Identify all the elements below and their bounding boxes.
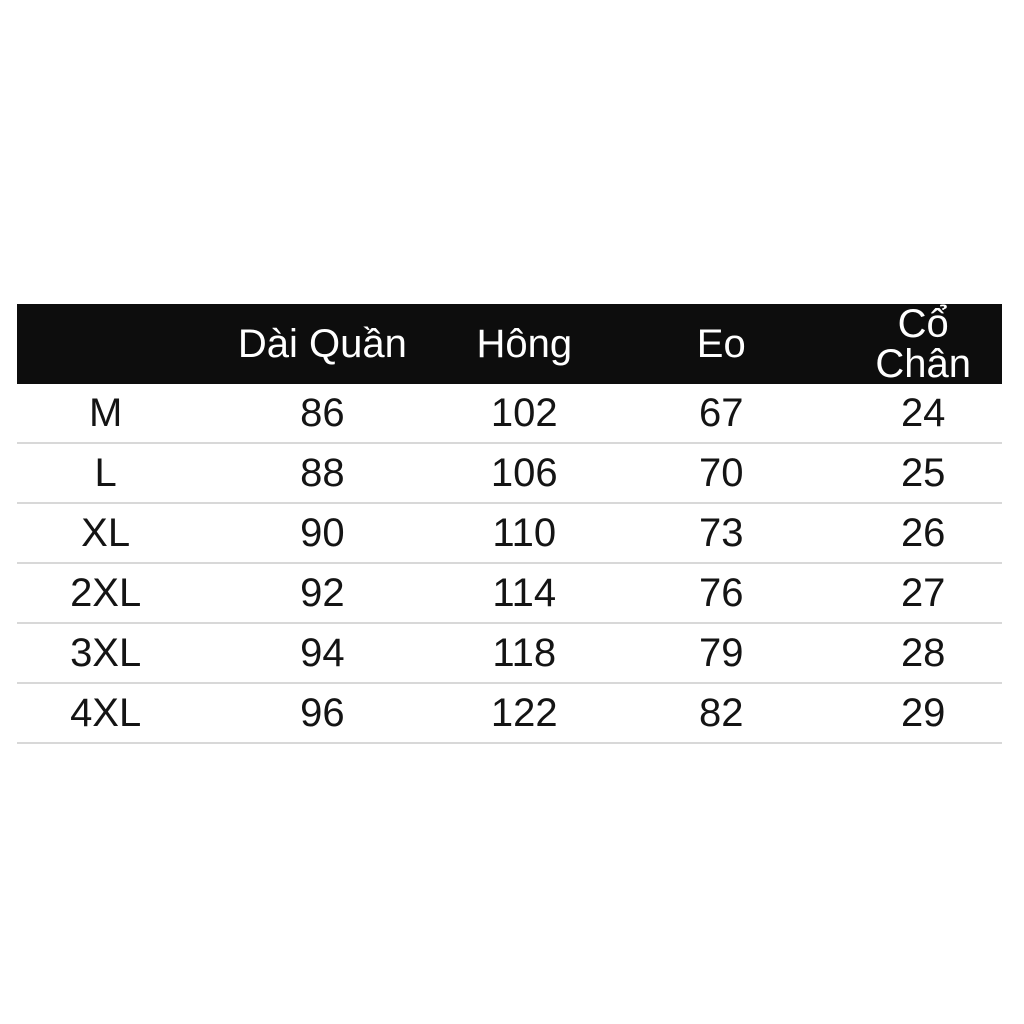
table-cell: 82 <box>598 683 845 744</box>
table-row-m: M 86 102 67 24 <box>17 384 1002 444</box>
table-cell: 28 <box>844 623 1002 684</box>
table-cell: 67 <box>598 384 845 444</box>
table-cell: 26 <box>844 503 1002 564</box>
table-header-row: Dài Quần Hông Eo Cổ Chân <box>17 304 1002 384</box>
size-chart-table: Dài Quần Hông Eo Cổ Chân M 86 102 67 24 … <box>17 304 1002 744</box>
table-row-3xl: 3XL 94 118 79 28 <box>17 623 1002 684</box>
table-cell: 86 <box>194 384 451 444</box>
table-cell: 106 <box>450 443 599 504</box>
table-row-4xl: 4XL 96 122 82 29 <box>17 683 1002 744</box>
table-cell: 92 <box>194 563 451 624</box>
size-label: 3XL <box>17 623 195 684</box>
size-label: 2XL <box>17 563 195 624</box>
table-row-2xl: 2XL 92 114 76 27 <box>17 563 1002 624</box>
table-cell: 76 <box>598 563 845 624</box>
table-cell: 102 <box>450 384 599 444</box>
table-cell: 110 <box>450 503 599 564</box>
table-cell: 25 <box>844 443 1002 504</box>
table-cell: 24 <box>844 384 1002 444</box>
table-cell: 79 <box>598 623 845 684</box>
table-cell: 73 <box>598 503 845 564</box>
size-label: XL <box>17 503 195 564</box>
column-header-co-chan: Cổ Chân <box>844 304 1002 384</box>
table-cell: 70 <box>598 443 845 504</box>
table-cell: 88 <box>194 443 451 504</box>
table-cell: 118 <box>450 623 599 684</box>
table-cell: 27 <box>844 563 1002 624</box>
table-row-l: L 88 106 70 25 <box>17 443 1002 504</box>
column-header-hong: Hông <box>450 304 599 384</box>
table-cell: 94 <box>194 623 451 684</box>
size-label: L <box>17 443 195 504</box>
table-cell: 29 <box>844 683 1002 744</box>
table-row-xl: XL 90 110 73 26 <box>17 503 1002 564</box>
table-cell: 114 <box>450 563 599 624</box>
table-cell: 96 <box>194 683 451 744</box>
column-header-dai-quan: Dài Quần <box>194 304 451 384</box>
size-label: 4XL <box>17 683 195 744</box>
column-header-size <box>17 304 195 384</box>
table-cell: 122 <box>450 683 599 744</box>
table-cell: 90 <box>194 503 451 564</box>
column-header-eo: Eo <box>598 304 845 384</box>
size-label: M <box>17 384 195 444</box>
